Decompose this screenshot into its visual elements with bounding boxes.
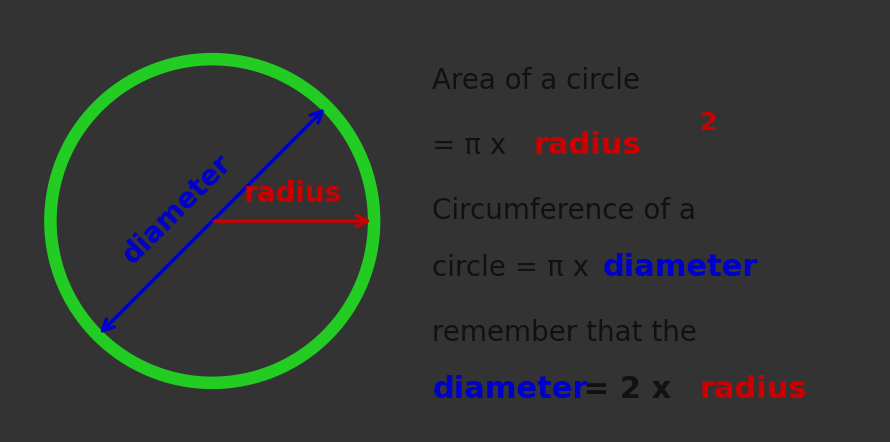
Text: diameter: diameter <box>603 253 758 282</box>
Text: diameter: diameter <box>433 375 587 404</box>
Text: radius: radius <box>244 180 343 208</box>
Text: Circumference of a: Circumference of a <box>433 197 696 225</box>
Text: = 2 x: = 2 x <box>573 375 682 404</box>
Text: remember that the: remember that the <box>433 319 698 347</box>
Text: = π x: = π x <box>433 132 515 160</box>
Text: 2: 2 <box>700 111 717 135</box>
Text: circle = π x: circle = π x <box>433 254 598 282</box>
Text: Area of a circle: Area of a circle <box>433 67 641 95</box>
Text: radius: radius <box>534 131 642 160</box>
Text: radius: radius <box>700 375 807 404</box>
Text: diameter: diameter <box>117 149 238 270</box>
